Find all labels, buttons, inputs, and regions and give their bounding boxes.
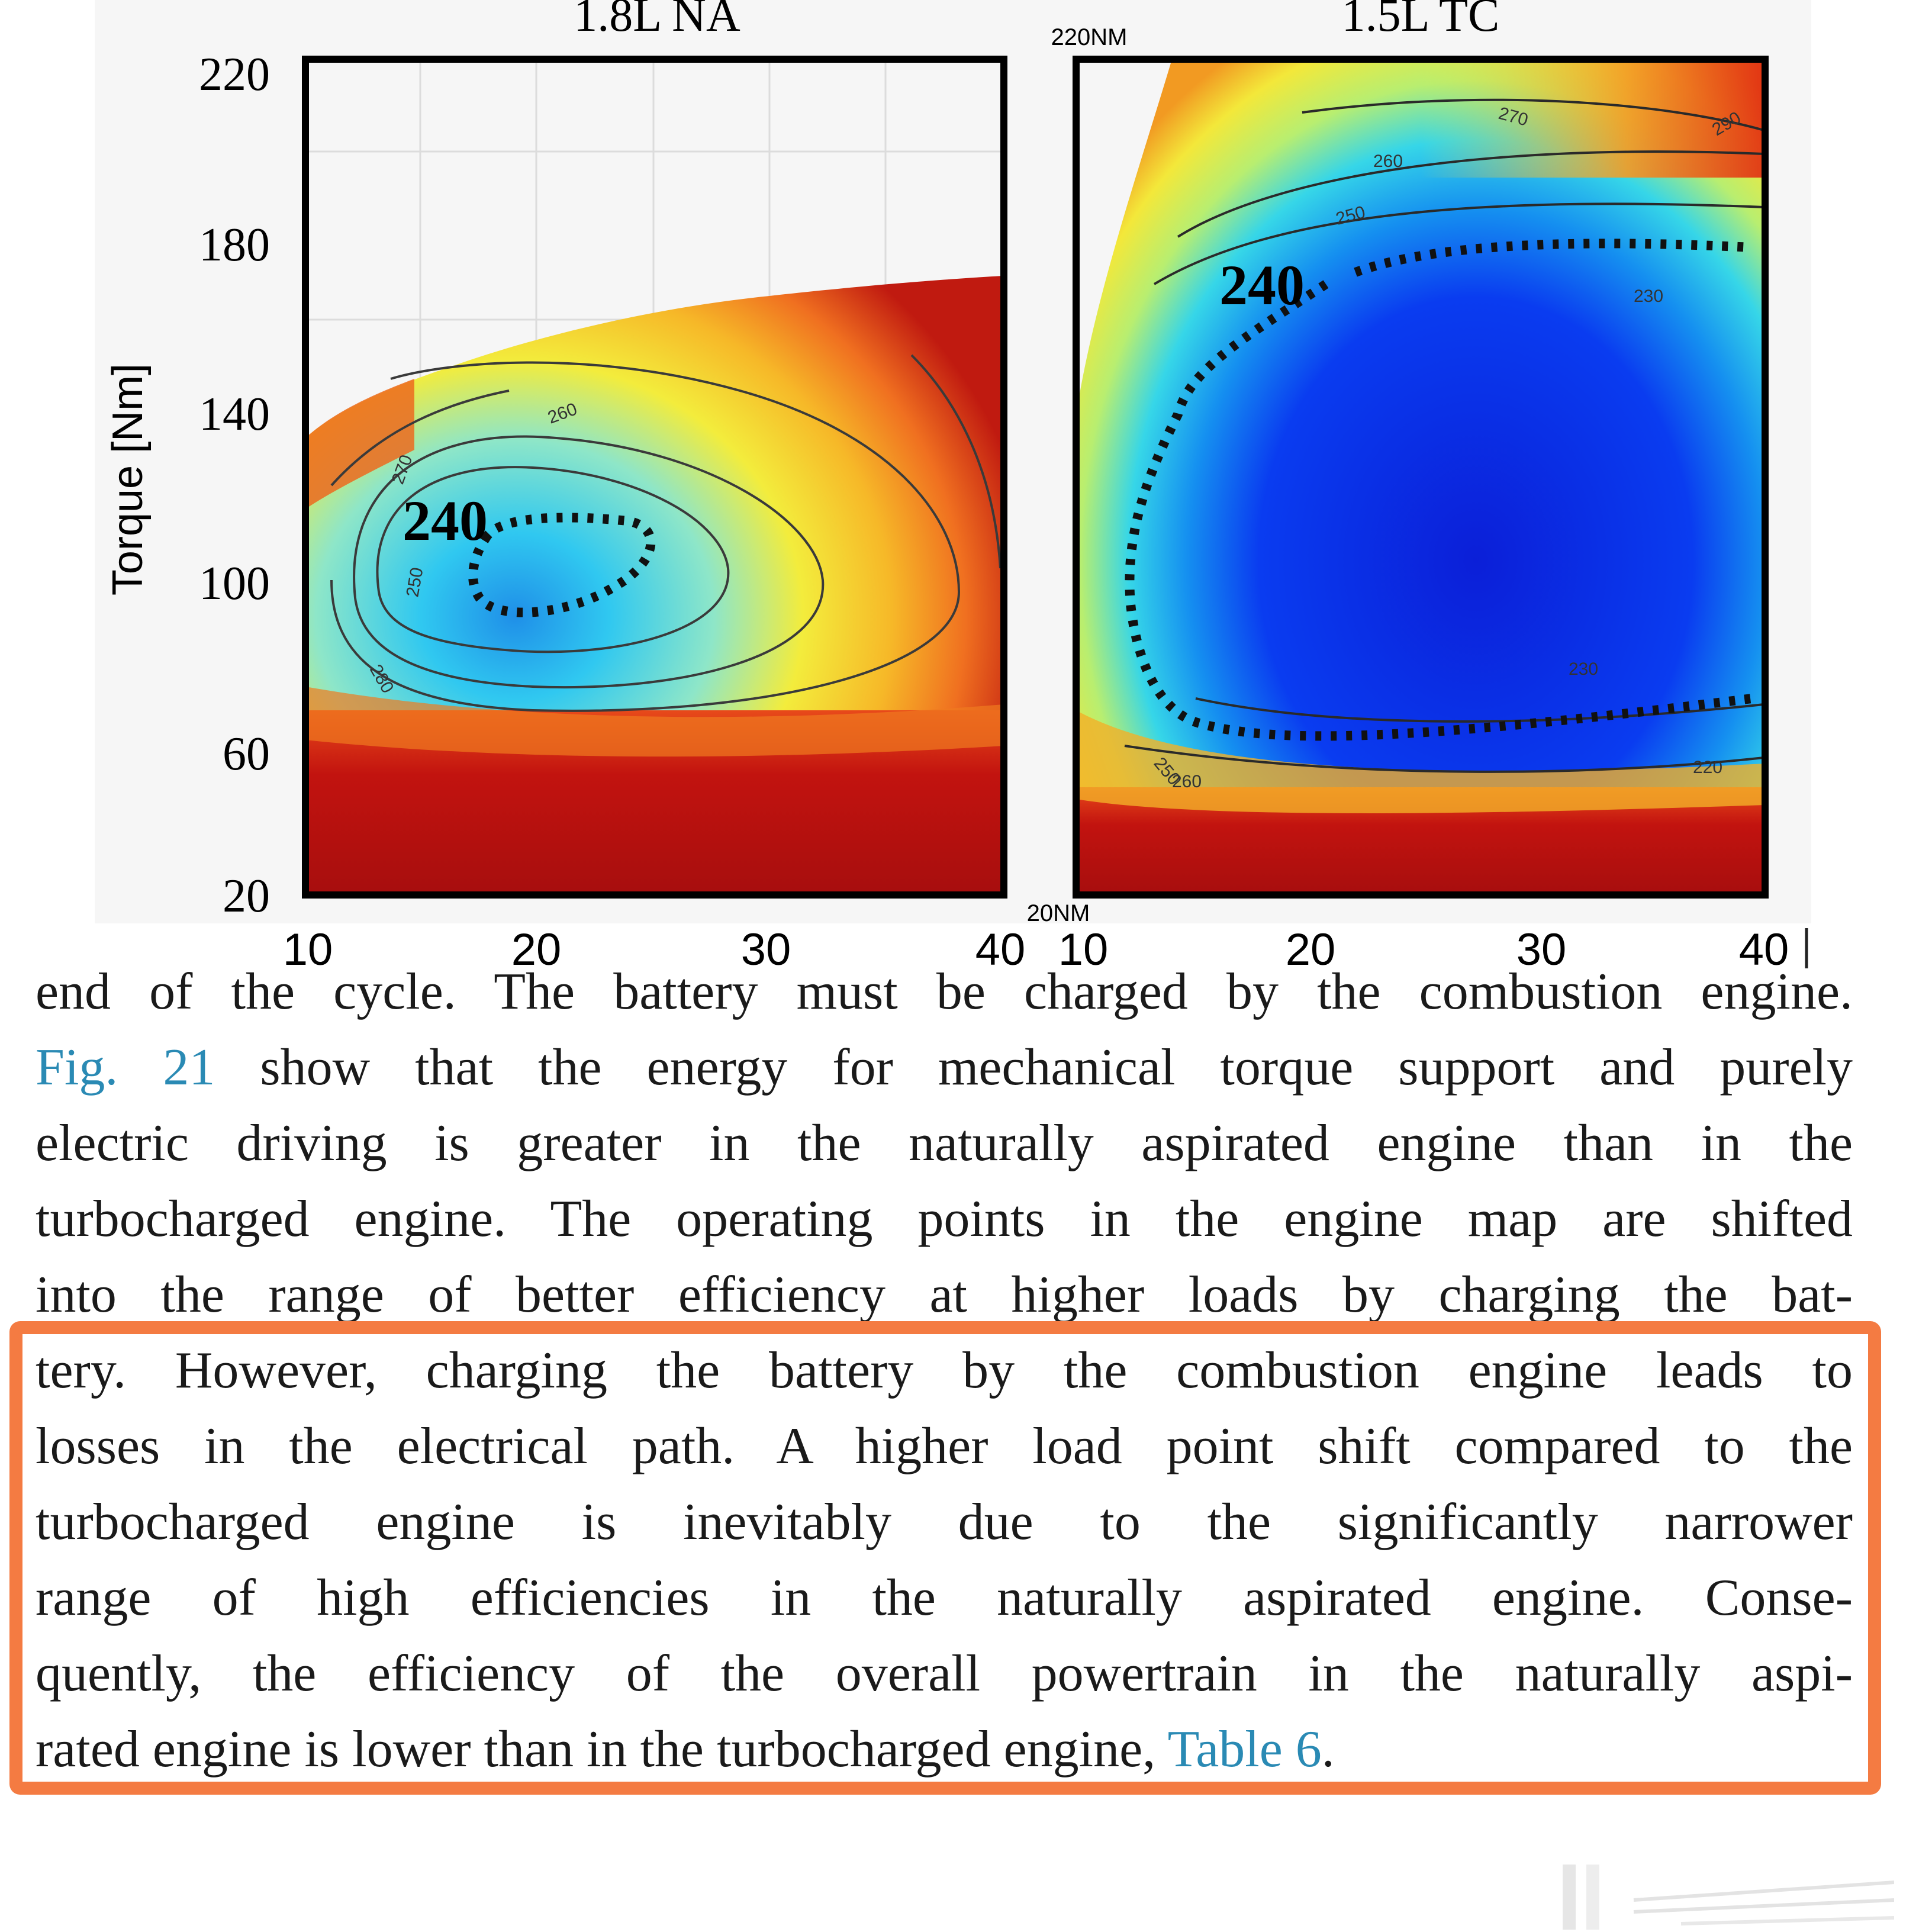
x-tick: 30 [741,925,791,971]
x-tick: 20 [511,925,562,971]
x-tick: 20 [1286,925,1336,971]
y-tick: 20 [223,870,270,922]
tc-engine-map [1076,59,1765,895]
x-tick-labels-tc: 10 20 30 40 [1058,925,1789,971]
table-6-link[interactable]: Table 6 [1167,1721,1322,1778]
paragraph-line: into the range of better efficiency at h… [36,1266,1853,1324]
paragraph-line-text: . [1321,1721,1335,1778]
paragraph-line: tery. However, charging the battery by t… [36,1342,1853,1399]
paragraph-line: Fig. 21 show that the energy for mechani… [36,1030,1853,1106]
y-tick: 140 [199,388,270,440]
x-tick: 10 [283,925,333,971]
contour-label: 260 [1172,772,1202,791]
annotation-220nm: 220NM [1051,24,1128,50]
y-tick-labels: 220 180 140 100 60 20 [199,49,270,922]
annotation-20nm: 20NM [1027,900,1090,926]
body-paragraph: end of the cycle. The battery must be ch… [36,954,1853,1788]
x-tick: 40 [975,925,1026,971]
contour-label: 220 [1693,758,1722,777]
x-tick-labels-na: 10 20 30 40 [283,925,1026,971]
paragraph-line: turbocharged engine is inevitably due to… [36,1493,1853,1551]
paragraph-line-text: rated engine is lower than in the turboc… [36,1721,1168,1778]
x-tick: 30 [1516,925,1567,971]
contour-label: 230 [1634,286,1663,306]
paragraph-line: quently, the efficiency of the overall p… [36,1645,1853,1702]
x-tick: 40 [1739,925,1789,971]
y-axis-label: Torque [Nm] [104,363,152,595]
y-tick: 100 [199,558,270,610]
paragraph-line-text: show that the energy for mechanical torq… [215,1039,1853,1096]
optimum-label-na: 240 [402,489,488,552]
paragraph-line: electric driving is greater in the natur… [36,1115,1853,1172]
contour-label: 260 [1373,152,1403,171]
highlight-box [9,1321,1881,1795]
contour-label: 230 [1569,659,1598,679]
panel-title-na: 1.8L NA [574,0,740,41]
x-tick: 10 [1058,925,1109,971]
y-tick: 220 [199,49,270,101]
na-engine-map [305,276,1004,895]
fig-21-link[interactable]: Fig. 21 [36,1039,215,1096]
y-tick: 60 [223,728,270,780]
paragraph-line: losses in the electrical path. A higher … [36,1418,1853,1475]
panel-title-tc: 1.5L TC [1342,0,1500,41]
y-tick: 180 [199,219,270,271]
paragraph-line: rated engine is lower than in the turboc… [36,1712,1853,1788]
scroll-handle-icon [1563,1865,1894,1930]
paragraph-line: end of the cycle. The battery must be ch… [36,963,1853,1020]
paragraph-line: turbocharged engine. The operating point… [36,1190,1853,1248]
engine-map-figure: 1.8L NA 1.5L TC 220NM 20NM Torque [Nm] 2… [104,0,1808,971]
optimum-label-tc: 240 [1219,253,1305,317]
paragraph-line: range of high efficiencies in the natura… [36,1569,1853,1627]
